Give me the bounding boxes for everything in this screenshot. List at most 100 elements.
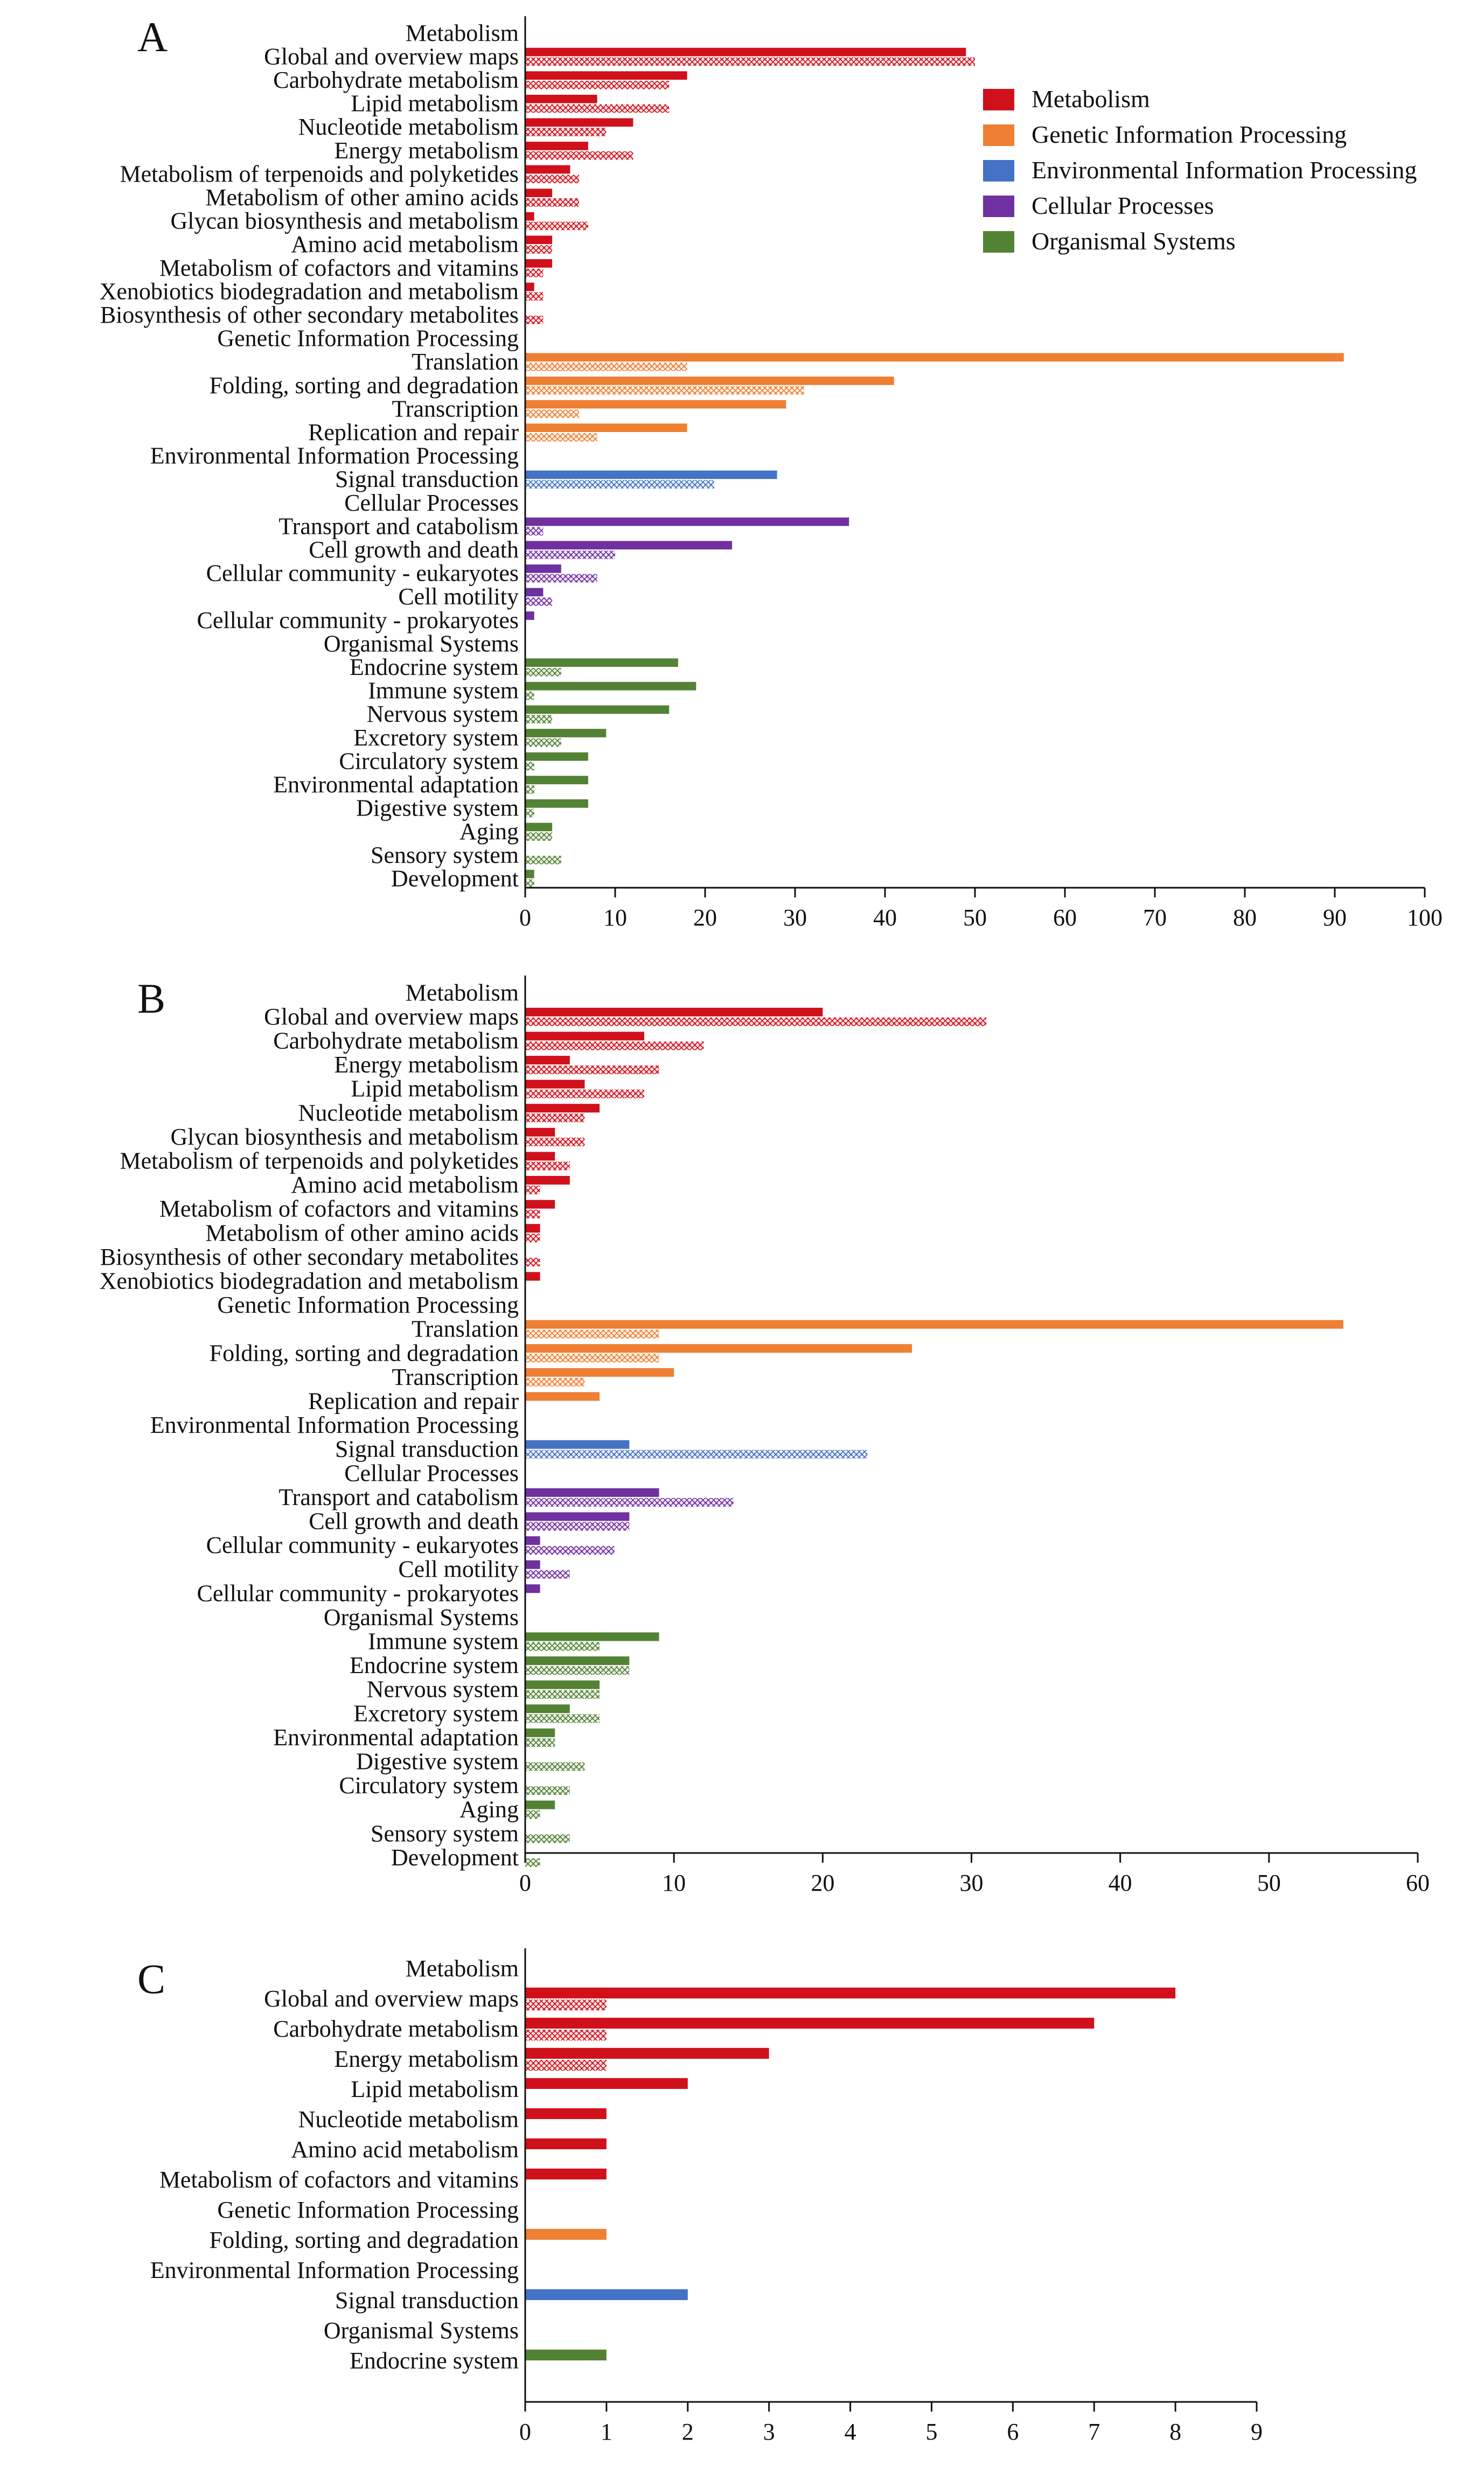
x-tick-label: 30 [960, 1870, 984, 1896]
pathway-label: Replication and repair [308, 419, 519, 445]
pathway-label: Cellular community - eukaryotes [206, 1532, 519, 1558]
x-tick-label: 4 [845, 2419, 856, 2445]
bar-solid-cellular-community-prokaryotes [525, 1584, 540, 1593]
pathway-label: Development [391, 865, 519, 891]
pathway-label: Sensory system [371, 842, 519, 868]
x-tick-label: 50 [963, 904, 987, 931]
bar-solid-nucleotide-metabolism [525, 1104, 600, 1113]
bar-hatched-folding-sorting-and-degradation [525, 1354, 659, 1363]
pathway-label: Endocrine system [350, 2347, 519, 2374]
bar-hatched-immune-system [525, 1642, 600, 1651]
bar-hatched-lipid-metabolism [525, 104, 670, 113]
bar-hatched-aging [525, 832, 553, 841]
pathway-label: Nucleotide metabolism [298, 2106, 519, 2133]
bar-hatched-global-and-overview-maps [525, 57, 975, 66]
bar-solid-immune-system [525, 681, 696, 691]
pathway-label: Immune system [368, 678, 519, 704]
bar-hatched-transport-and-catabolism [525, 1497, 734, 1507]
bar-solid-endocrine-system [525, 2349, 607, 2360]
bar-solid-signal-transduction [525, 470, 777, 479]
bar-hatched-transport-and-catabolism [525, 527, 544, 536]
bar-solid-translation [525, 1320, 1343, 1329]
x-tick-label: 20 [811, 1870, 834, 1896]
x-tick-label: 1 [601, 2419, 612, 2445]
bar-solid-nucleotide-metabolism [525, 2108, 607, 2119]
x-tick-label: 8 [1169, 2419, 1181, 2445]
pathway-label: Transcription [392, 395, 519, 422]
bar-solid-aging [525, 823, 553, 832]
pathway-label: Circulatory system [339, 1772, 519, 1799]
bar-solid-transport-and-catabolism [525, 517, 849, 526]
x-tick-label: 100 [1407, 904, 1443, 931]
bar-solid-metabolism-of-cofactors-and-vitamins [525, 1200, 555, 1209]
pathway-label: Amino acid metabolism [291, 231, 519, 257]
pathway-label: Excretory system [353, 1700, 519, 1726]
bar-hatched-sensory-system [525, 1834, 570, 1843]
x-tick-label: 50 [1257, 1870, 1281, 1896]
pathway-label: Signal transduction [335, 466, 519, 492]
bar-hatched-nervous-system [525, 1690, 600, 1699]
bar-solid-xenobiotics-biodegradation-and-metabolism [525, 282, 534, 291]
legend-label-genetic-information-processing: Genetic Information Processing [1032, 121, 1347, 148]
bar-hatched-xenobiotics-biodegradation-and-metabolism [525, 292, 544, 301]
bar-solid-replication-and-repair [525, 423, 687, 432]
pathway-label: Energy metabolism [334, 2046, 519, 2072]
pathway-label: Lipid metabolism [351, 1076, 519, 1102]
legend-label-cellular-processes: Cellular Processes [1032, 192, 1214, 219]
pathway-label: Transcription [392, 1364, 519, 1390]
bar-solid-global-and-overview-maps [525, 47, 966, 57]
pathway-label: Lipid metabolism [351, 90, 519, 117]
bar-solid-metabolism-of-terpenoids-and-polyketides [525, 1152, 555, 1161]
bar-solid-lipid-metabolism [525, 1079, 585, 1089]
pathway-label: Metabolism of cofactors and vitamins [159, 1196, 519, 1222]
bar-solid-cellular-community-eukaryotes [525, 564, 561, 573]
pathway-label: Biosynthesis of other secondary metaboli… [100, 302, 519, 328]
bar-hatched-energy-metabolism [525, 2060, 607, 2071]
pathway-label: Metabolism of terpenoids and polyketides [120, 161, 519, 187]
x-tick-label: 2 [682, 2419, 694, 2445]
x-tick-label: 5 [925, 2419, 937, 2445]
category-header-label: Environmental Information Processing [150, 1412, 519, 1438]
pathway-label: Nucleotide metabolism [298, 1099, 519, 1126]
bar-hatched-replication-and-repair [525, 433, 597, 442]
bar-solid-carbohydrate-metabolism [525, 2017, 1095, 2029]
bar-hatched-glycan-biosynthesis-and-metabolism [525, 1137, 585, 1146]
pathway-label: Xenobiotics biodegradation and metabolis… [100, 1268, 519, 1294]
pathway-label: Digestive system [356, 795, 519, 821]
pathway-label: Excretory system [353, 725, 519, 751]
x-tick-label: 0 [519, 2419, 531, 2445]
bar-hatched-endocrine-system [525, 1666, 630, 1675]
bar-solid-transcription [525, 400, 786, 409]
bar-solid-folding-sorting-and-degradation [525, 1344, 912, 1353]
pathway-label: Global and overview maps [264, 1986, 519, 2012]
pathway-label: Global and overview maps [264, 1004, 519, 1030]
panel-label: A [137, 13, 168, 60]
bar-hatched-glycan-biosynthesis-and-metabolism [525, 221, 588, 231]
bar-hatched-amino-acid-metabolism [525, 1186, 540, 1195]
pathway-label: Folding, sorting and degradation [210, 2227, 519, 2253]
category-header-label: Metabolism [406, 1955, 519, 1982]
bar-solid-endocrine-system [525, 1656, 630, 1666]
pathway-label: Metabolism of cofactors and vitamins [159, 255, 519, 281]
category-header-label: Environmental Information Processing [150, 443, 519, 469]
bar-hatched-energy-metabolism [525, 151, 633, 160]
pathway-label: Signal transduction [335, 2287, 519, 2314]
bar-hatched-cell-growth-and-death [525, 551, 615, 559]
pathway-label: Endocrine system [350, 654, 519, 680]
bar-hatched-signal-transduction [525, 1450, 868, 1459]
bar-hatched-sensory-system [525, 855, 561, 865]
bar-hatched-amino-acid-metabolism [525, 245, 553, 254]
legend-label-organismal-systems: Organismal Systems [1032, 227, 1236, 255]
bar-hatched-development [525, 879, 534, 888]
pathway-label: Replication and repair [308, 1388, 519, 1415]
bar-solid-metabolism-of-other-amino-acids [525, 189, 553, 197]
x-tick-label: 40 [873, 904, 897, 931]
bar-hatched-folding-sorting-and-degradation [525, 386, 804, 395]
bar-solid-nervous-system [525, 705, 670, 714]
bar-hatched-environmental-adaptation [525, 1738, 555, 1747]
panel-c: C Metabolism Global and overview maps Carbo… [137, 1948, 1263, 2445]
pathway-label: Circulatory system [339, 748, 519, 774]
bar-hatched-cellular-community-eukaryotes [525, 1546, 615, 1555]
x-tick-label: 40 [1109, 1870, 1132, 1896]
